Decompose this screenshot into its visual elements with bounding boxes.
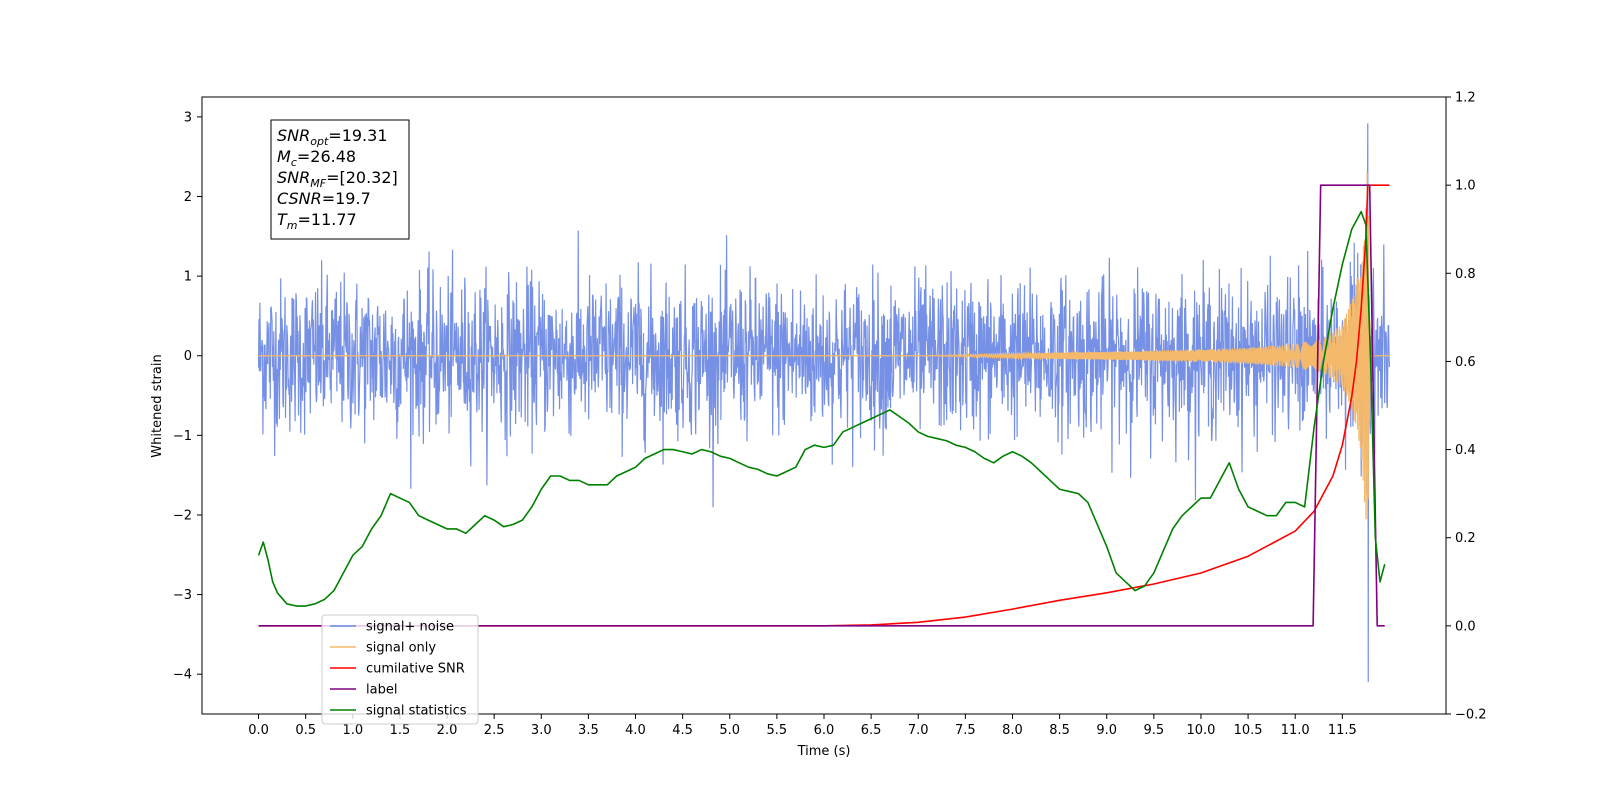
series-signal-only — [258, 173, 1390, 520]
plot-area — [257, 123, 1391, 683]
x-tick-label: 4.0 — [625, 723, 646, 738]
x-tick-label: 6.5 — [861, 723, 882, 738]
x-tick-label: 8.5 — [1049, 723, 1070, 738]
y-right-tick-label: 0.8 — [1455, 267, 1476, 282]
legend-frame — [321, 614, 479, 725]
info-line: Mc=26.48 — [277, 147, 356, 169]
legend-label: signal statistics — [366, 704, 467, 719]
x-tick-label: 5.0 — [719, 723, 740, 738]
y-left-tick-label: 2 — [184, 190, 192, 205]
y-axis-left: 3 2 1 0 −1 −2 −3 −4 — [173, 110, 202, 683]
y-right-tick-label: 0.2 — [1455, 531, 1476, 546]
y-right-tick-label: 1.0 — [1455, 179, 1476, 194]
x-tick-label: 7.0 — [908, 723, 929, 738]
x-tick-label: 3.0 — [531, 723, 552, 738]
series-label — [258, 184, 1385, 627]
y-left-tick-label: 1 — [184, 270, 192, 285]
x-tick-label: 2.5 — [484, 723, 505, 738]
x-tick-label: 6.0 — [814, 723, 835, 738]
legend-label: label — [366, 683, 397, 698]
y-left-tick-label: −2 — [173, 508, 192, 523]
legend-label: signal+ noise — [366, 620, 454, 635]
x-tick-label: 3.5 — [578, 723, 599, 738]
series-cumulative-snr — [258, 184, 1390, 627]
info-line: Tm=11.77 — [277, 210, 357, 232]
y-axis-right: 1.2 1.0 0.8 0.6 0.4 0.2 0.0 −0.2 — [1446, 91, 1487, 723]
legend: signal+ noise signal only cumilative SNR la… — [321, 614, 479, 725]
series-signal-statistics — [257, 210, 1386, 607]
x-tick-label: 0.5 — [295, 723, 316, 738]
x-tick-label: 7.5 — [955, 723, 976, 738]
x-tick-label: 1.0 — [342, 723, 363, 738]
y-right-tick-label: 1.2 — [1455, 91, 1476, 106]
x-tick-label: 10.0 — [1186, 723, 1215, 738]
x-tick-label: 0.0 — [248, 723, 269, 738]
x-tick-label: 5.5 — [767, 723, 788, 738]
x-tick-label: 1.5 — [390, 723, 411, 738]
legend-label: cumilative SNR — [366, 662, 465, 677]
x-tick-label: 10.5 — [1234, 723, 1263, 738]
y-right-tick-label: 0.6 — [1455, 355, 1476, 370]
info-line: SNRopt=19.31 — [277, 126, 388, 148]
info-box-frame — [270, 119, 410, 240]
info-box: SNRopt=19.31Mc=26.48SNRMF=[20.32]CSNR=19… — [270, 119, 410, 240]
y-right-tick-label: 0.0 — [1455, 619, 1476, 634]
y-axis-label: Whitened strain — [150, 354, 165, 457]
y-right-tick-label: −0.2 — [1455, 708, 1487, 723]
y-right-tick-label: 0.4 — [1455, 443, 1476, 458]
x-tick-label: 9.5 — [1144, 723, 1165, 738]
y-left-tick-label: −4 — [173, 668, 192, 683]
x-tick-label: 9.0 — [1096, 723, 1117, 738]
legend-label: signal only — [366, 641, 436, 656]
x-tick-label: 8.0 — [1002, 723, 1023, 738]
x-tick-label: 4.5 — [672, 723, 693, 738]
y-left-tick-label: 3 — [184, 110, 192, 125]
y-left-tick-label: 0 — [184, 349, 192, 364]
y-left-tick-label: −3 — [173, 588, 192, 603]
info-line: SNRMF=[20.32] — [277, 168, 398, 190]
x-axis-label: Time (s) — [797, 744, 851, 759]
info-line: CSNR=19.7 — [277, 189, 371, 208]
x-axis: 0.0 0.5 1.0 1.5 2.0 2.5 3.0 3.5 4.0 4.5 5.0 5.5 6.0 6… — [248, 714, 1357, 738]
x-tick-label: 2.0 — [437, 723, 458, 738]
x-tick-label: 11.5 — [1328, 723, 1357, 738]
y-left-tick-label: −1 — [173, 429, 192, 444]
series-signal-noise — [257, 123, 1391, 683]
x-tick-label: 11.0 — [1281, 723, 1310, 738]
